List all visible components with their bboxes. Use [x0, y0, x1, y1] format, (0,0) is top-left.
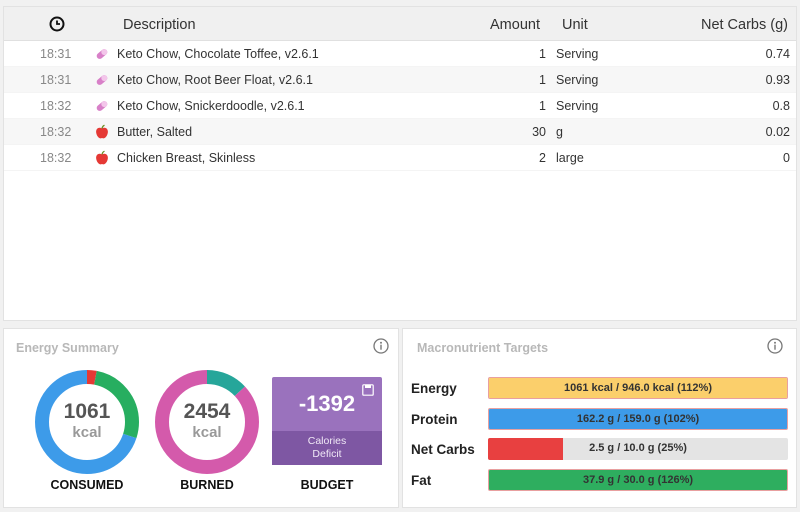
- macro-label-protein: Protein: [411, 412, 458, 427]
- macro-targets-title: Macronutrient Targets: [417, 341, 549, 355]
- entry-net-carbs: 0: [783, 151, 790, 165]
- table-row[interactable]: 18:32 Chicken Breast, Skinless 2 large 0: [4, 145, 796, 171]
- entry-net-carbs: 0.8: [772, 99, 790, 113]
- macro-label-fat: Fat: [411, 473, 432, 488]
- consumed-value: 1061: [63, 400, 111, 423]
- supplement-icon: [94, 72, 110, 88]
- macro-bar-text: 162.2 g / 159.0 g (102%): [576, 413, 700, 425]
- energy-summary-panel: Energy Summary 1061 kcal CONSUMED 2454 k…: [3, 328, 399, 508]
- apple-icon: [94, 150, 110, 166]
- clock-icon[interactable]: [49, 16, 65, 36]
- consumed-label: CONSUMED: [50, 478, 124, 492]
- apple-icon: [94, 124, 110, 140]
- entry-unit: Serving: [556, 47, 599, 61]
- entry-unit: Serving: [556, 73, 599, 87]
- burned-value: 2454: [183, 400, 231, 423]
- macro-bar-net-carbs: 2.5 g / 10.0 g (25%): [488, 438, 788, 460]
- entry-unit: large: [556, 151, 584, 165]
- table-row[interactable]: 18:31 Keto Chow, Chocolate Toffee, v2.6.…: [4, 41, 796, 67]
- save-icon[interactable]: [362, 383, 374, 396]
- entry-time: 18:32: [40, 99, 72, 113]
- budget-card[interactable]: -1392 Calories Deficit: [272, 377, 382, 465]
- ring-segment: [35, 370, 139, 474]
- entry-time: 18:31: [40, 47, 72, 61]
- consumed-ring[interactable]: 1061 kcal: [32, 367, 142, 477]
- entry-time: 18:32: [40, 151, 72, 165]
- macro-bar-fill: [489, 470, 787, 490]
- table-row[interactable]: 18:31 Keto Chow, Root Beer Float, v2.6.1…: [4, 67, 796, 93]
- entry-amount: 2: [539, 151, 546, 165]
- entry-amount: 1: [539, 73, 546, 87]
- burned-unit: kcal: [192, 424, 222, 441]
- entry-net-carbs: 0.74: [765, 47, 790, 61]
- entry-net-carbs: 0.93: [765, 73, 790, 87]
- consumed-unit: kcal: [72, 424, 102, 441]
- entry-amount: 30: [532, 125, 546, 139]
- column-header-net-carbs[interactable]: Net Carbs (g): [700, 17, 788, 33]
- entry-amount: 1: [539, 99, 546, 113]
- food-diary-table: Description Amount Unit Net Carbs (g) 18…: [3, 6, 797, 321]
- column-header-description[interactable]: Description: [123, 17, 196, 33]
- budget-label: BUDGET: [300, 478, 354, 492]
- macro-bar-text: 2.5 g / 10.0 g (25%): [589, 442, 687, 454]
- entry-unit: Serving: [556, 99, 599, 113]
- budget-subtitle: Calories Deficit: [272, 431, 382, 465]
- entry-unit: g: [556, 125, 563, 139]
- ring-segment: [155, 370, 259, 474]
- budget-sub-line1: Calories: [307, 435, 347, 447]
- macro-bar-text: 1061 kcal / 946.0 kcal (112%): [563, 382, 712, 394]
- column-header-unit[interactable]: Unit: [562, 17, 588, 33]
- entry-description: Keto Chow, Chocolate Toffee, v2.6.1: [117, 47, 319, 61]
- ring-segment: [35, 370, 139, 474]
- burned-label: BURNED: [180, 478, 234, 492]
- info-icon[interactable]: [373, 338, 389, 354]
- supplement-icon: [94, 98, 110, 114]
- column-header-amount[interactable]: Amount: [490, 17, 540, 33]
- entry-description: Keto Chow, Snickerdoodle, v2.6.1: [117, 99, 305, 113]
- table-row[interactable]: 18:32 Butter, Salted 30 g 0.02: [4, 119, 796, 145]
- macro-bar-fill: [488, 438, 563, 460]
- macro-bar-fat: 37.9 g / 30.0 g (126%): [488, 469, 788, 491]
- supplement-icon: [94, 46, 110, 62]
- table-header: Description Amount Unit Net Carbs (g): [4, 7, 796, 41]
- macro-bar-fill: [489, 409, 787, 429]
- entry-amount: 1: [539, 47, 546, 61]
- entry-description: Keto Chow, Root Beer Float, v2.6.1: [117, 73, 313, 87]
- entry-time: 18:32: [40, 125, 72, 139]
- macro-label-net-carbs: Net Carbs: [411, 442, 475, 457]
- info-icon[interactable]: [767, 338, 783, 354]
- macro-bar-fill: [489, 378, 787, 398]
- budget-value: -1392: [298, 391, 356, 416]
- macro-targets-panel: Macronutrient Targets Energy 1061 kcal /…: [402, 328, 797, 508]
- entry-net-carbs: 0.02: [765, 125, 790, 139]
- entry-description: Chicken Breast, Skinless: [117, 151, 256, 165]
- macro-bar-text: 37.9 g / 30.0 g (126%): [582, 474, 694, 486]
- entry-time: 18:31: [40, 73, 72, 87]
- macro-bar-protein: 162.2 g / 159.0 g (102%): [488, 408, 788, 430]
- table-row[interactable]: 18:32 Keto Chow, Snickerdoodle, v2.6.1 1…: [4, 93, 796, 119]
- budget-sub-line2: Deficit: [312, 448, 342, 460]
- burned-ring[interactable]: 2454 kcal: [152, 367, 262, 477]
- energy-summary-title: Energy Summary: [16, 341, 119, 355]
- entry-description: Butter, Salted: [117, 125, 193, 139]
- macro-bar-energy: 1061 kcal / 946.0 kcal (112%): [488, 377, 788, 399]
- macro-label-energy: Energy: [411, 381, 457, 396]
